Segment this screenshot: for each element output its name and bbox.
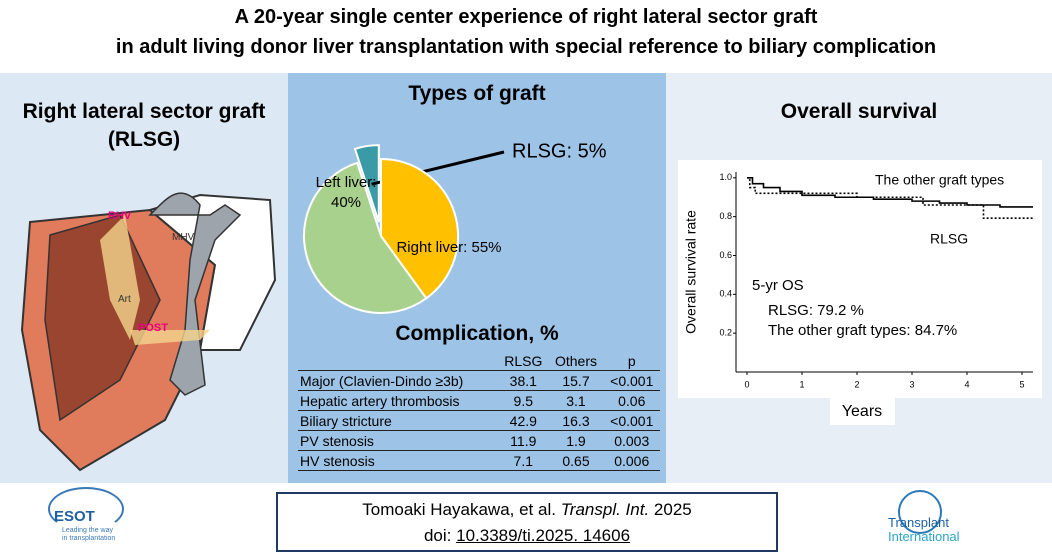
- title-line: A 20-year single center experience of ri…: [234, 6, 818, 28]
- table-row: PV stenosis 11.9 1.9 0.003: [298, 430, 660, 451]
- x-tick-label: 5: [1019, 379, 1024, 389]
- x-tick-label: 2: [854, 379, 859, 389]
- pie-slice: [380, 157, 459, 300]
- y-axis-label: Overall survival rate: [683, 210, 699, 334]
- table-cell: Hepatic artery thrombosis: [298, 390, 499, 411]
- pie-slice: [303, 161, 428, 314]
- title: A 20-year single center experience of ri…: [0, 2, 1052, 62]
- esot-logo-ring: [48, 487, 124, 531]
- column-header: RLSG: [504, 352, 543, 369]
- doi-line: doi: 10.3389/ti.2025. 14606: [278, 523, 776, 549]
- y-tick-label: 0.6: [719, 250, 732, 260]
- km-box: [678, 160, 1042, 398]
- x-tick-label: 4: [964, 379, 969, 389]
- table-cell: 1.9: [548, 430, 604, 451]
- table-row: Biliary stricture 42.9 16.3 <0.001: [298, 410, 660, 431]
- year: 2025: [653, 500, 692, 519]
- ti-line: Transplant: [888, 515, 949, 530]
- esot-tagline: Leading the way in transplantation: [62, 527, 115, 543]
- table-cell: 16.3: [548, 410, 604, 431]
- table-cell: 3.1: [548, 390, 604, 411]
- title-line: in adult living donor liver transplantat…: [115, 36, 937, 58]
- x-axis-label: Years: [842, 403, 882, 420]
- table-cell: 38.1: [498, 370, 549, 391]
- pie-label: Left liver: 40%: [315, 174, 377, 211]
- liver-label: Art: [118, 294, 131, 305]
- esot-logo: ESOT: [54, 508, 95, 525]
- table-cell: <0.001: [603, 410, 660, 431]
- table-cell: <0.001: [603, 370, 660, 391]
- table-cell: 42.9: [498, 410, 549, 431]
- table-cell: 0.006: [603, 450, 660, 471]
- table-cell: 0.003: [603, 430, 660, 451]
- survival-curve: [747, 177, 1033, 220]
- annotation: 5-yr OS: [752, 277, 804, 294]
- pie-title: Types of graft: [408, 82, 546, 105]
- table-cell: Major (Clavien-Dindo ≥3b): [298, 370, 499, 391]
- series-label: RLSG: [930, 231, 968, 247]
- liver-label: RHV: [108, 210, 132, 222]
- table-header: RLSG Others p: [298, 351, 660, 371]
- table-row: HV stenosis 7.1 0.65 0.006: [298, 450, 660, 471]
- table-row: Major (Clavien-Dindo ≥3b) 38.1 15.7 <0.001: [298, 370, 660, 391]
- citation: Tomoaki Hayakawa, et al. Transpl. Int. 2…: [276, 492, 778, 552]
- left-title-line: (RLSG): [107, 128, 181, 151]
- tagline-line: in transplantation: [62, 535, 116, 542]
- table-cell: Biliary stricture: [298, 410, 499, 431]
- citation-line: Tomoaki Hayakawa, et al. Transpl. Int. 2…: [278, 497, 776, 523]
- left-title: Right lateral sector graft (RLSG): [0, 98, 288, 154]
- table-title: Complication, %: [395, 322, 559, 345]
- y-tick-label: 0.2: [719, 328, 732, 338]
- annotation: The other graft types: 84.7%: [768, 322, 957, 339]
- series-label: The other graft types: [875, 172, 1004, 188]
- survival-curve: [747, 177, 1033, 208]
- doi-prefix: doi:: [423, 526, 452, 545]
- pie-label: RLSG: 5%: [512, 140, 607, 162]
- tagline-line: Leading the way: [62, 527, 113, 534]
- table-cell: 0.06: [603, 390, 660, 411]
- journal: Transpl. Int.: [560, 500, 650, 519]
- liver-label: POST: [138, 322, 168, 334]
- x-tick-label: 0: [744, 379, 749, 389]
- table-cell: 15.7: [548, 370, 604, 391]
- liver-illustration: [20, 192, 277, 472]
- x-tick-label: 3: [909, 379, 914, 389]
- table-cell: 7.1: [498, 450, 549, 471]
- pie-label: Right liver: 55%: [396, 239, 502, 256]
- table-cell: 9.5: [498, 390, 549, 411]
- table-cell: 0.65: [548, 450, 604, 471]
- y-tick-label: 1.0: [719, 172, 732, 182]
- table-cell: 11.9: [498, 430, 549, 451]
- column-header: Others: [554, 352, 597, 369]
- ti-line: International: [888, 529, 960, 544]
- left-title-line: Right lateral sector graft: [22, 100, 266, 123]
- column-header: p: [627, 352, 636, 369]
- liver-label: MHV: [172, 232, 195, 243]
- ti-logo: Transplant International: [888, 516, 960, 544]
- annotation: RLSG: 79.2 %: [768, 302, 864, 319]
- years-box: [830, 398, 895, 425]
- table-row: Hepatic artery thrombosis 9.5 3.1 0.06: [298, 390, 660, 411]
- y-tick-label: 0.4: [719, 289, 732, 299]
- pie-slice: [353, 144, 380, 223]
- y-tick-label: 0.8: [719, 211, 732, 221]
- complication-table: RLSG Others p Major (Clavien-Dindo ≥3b) 38.1…: [298, 351, 660, 471]
- table-cell: HV stenosis: [298, 450, 499, 471]
- x-tick-label: 1: [799, 379, 804, 389]
- doi-link[interactable]: 10.3389/ti.2025. 14606: [456, 526, 631, 545]
- ti-logo-ring: [898, 490, 942, 534]
- table-cell: PV stenosis: [298, 430, 499, 451]
- authors: Tomoaki Hayakawa, et al.: [362, 500, 556, 519]
- km-title: Overall survival: [780, 100, 938, 123]
